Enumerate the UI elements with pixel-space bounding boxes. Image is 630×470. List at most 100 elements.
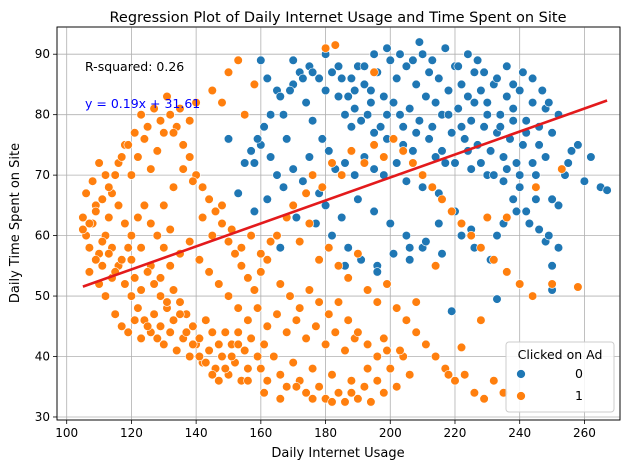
scatter-point-clicked-1 (162, 297, 172, 307)
scatter-point-clicked-1 (143, 267, 153, 277)
scatter-point-clicked-1 (333, 261, 344, 271)
scatter-point-clicked-1 (321, 43, 331, 53)
scatter-point-clicked-1 (91, 255, 101, 265)
scatter-point-clicked-1 (476, 315, 486, 325)
scatter-point-clicked-1 (327, 158, 337, 168)
scatter-point-clicked-0 (479, 67, 489, 77)
scatter-point-clicked-0 (398, 122, 408, 132)
scatter-point-clicked-0 (508, 79, 518, 89)
scatter-point-clicked-0 (431, 97, 441, 108)
scatter-point-clicked-1 (330, 327, 340, 337)
scatter-point-clicked-0 (379, 91, 389, 102)
legend-title: Clicked on Ad (518, 347, 603, 362)
scatter-point-clicked-0 (262, 194, 272, 204)
scatter-point-clicked-1 (314, 382, 324, 392)
scatter-point-clicked-1 (130, 315, 140, 325)
scatter-point-clicked-0 (524, 218, 535, 229)
scatter-point-clicked-0 (414, 116, 425, 126)
scatter-point-clicked-1 (194, 255, 204, 265)
scatter-point-clicked-1 (489, 255, 499, 265)
scatter-point-clicked-1 (201, 358, 211, 368)
scatter-point-clicked-1 (246, 231, 256, 241)
scatter-point-clicked-1 (275, 370, 285, 380)
scatter-point-clicked-0 (427, 55, 437, 65)
scatter-point-clicked-1 (233, 55, 243, 65)
scatter-point-clicked-1 (217, 97, 227, 108)
scatter-point-clicked-1 (372, 376, 382, 386)
scatter-point-clicked-1 (327, 370, 337, 380)
scatter-point-clicked-1 (314, 297, 324, 307)
scatter-point-clicked-0 (272, 170, 282, 180)
scatter-point-clicked-0 (350, 85, 360, 96)
scatter-point-clicked-1 (175, 309, 185, 319)
scatter-point-clicked-0 (482, 97, 492, 108)
scatter-point-clicked-1 (214, 339, 224, 350)
scatter-point-clicked-1 (340, 397, 350, 407)
scatter-point-clicked-1 (337, 170, 347, 180)
scatter-point-clicked-1 (240, 110, 250, 120)
scatter-point-clicked-0 (240, 158, 250, 168)
scatter-point-clicked-1 (185, 116, 195, 126)
x-tick-label: 160 (249, 426, 272, 440)
scatter-point-clicked-1 (126, 291, 136, 301)
scatter-point-clicked-0 (469, 67, 480, 77)
scatter-point-clicked-0 (343, 243, 353, 253)
scatter-point-clicked-1 (527, 291, 538, 301)
scatter-point-clicked-0 (405, 243, 415, 253)
scatter-point-clicked-0 (275, 243, 285, 253)
scatter-point-clicked-0 (376, 122, 386, 132)
scatter-point-clicked-1 (557, 164, 567, 174)
scatter-point-clicked-0 (405, 103, 415, 114)
scatter-point-clicked-1 (321, 339, 331, 350)
axis-ticks: 100 120 140 160 180 200 220 240 260 30 40 50 60 70 80 9… (35, 47, 596, 440)
scatter-point-clicked-1 (123, 327, 133, 337)
scatter-point-clicked-0 (262, 73, 272, 83)
legend-label-1: 1 (575, 388, 583, 403)
scatter-point-clicked-0 (392, 158, 402, 168)
scatter-point-clicked-1 (136, 110, 146, 120)
scatter-point-clicked-1 (149, 279, 159, 289)
scatter-point-clicked-1 (100, 170, 111, 180)
scatter-point-clicked-0 (424, 67, 434, 77)
scatter-point-clicked-0 (324, 146, 334, 156)
scatter-point-clicked-1 (418, 170, 428, 180)
scatter-point-clicked-1 (123, 243, 133, 253)
scatter-point-clicked-1 (155, 291, 166, 301)
scatter-point-clicked-1 (466, 231, 476, 241)
scatter-point-clicked-1 (385, 364, 395, 374)
scatter-point-clicked-1 (411, 327, 421, 337)
scatter-point-clicked-1 (168, 182, 179, 192)
scatter-point-clicked-0 (408, 55, 418, 65)
scatter-point-clicked-0 (333, 61, 344, 71)
scatter-point-clicked-0 (463, 49, 473, 59)
scatter-point-clicked-0 (421, 237, 431, 247)
scatter-point-clicked-1 (155, 321, 166, 331)
scatter-point-clicked-0 (476, 158, 486, 168)
scatter-point-clicked-1 (262, 321, 272, 331)
scatter-point-clicked-0 (401, 176, 412, 186)
scatter-point-clicked-1 (456, 218, 467, 229)
scatter-point-clicked-1 (240, 345, 250, 356)
scatter-point-clicked-1 (369, 140, 379, 150)
scatter-point-clicked-1 (502, 212, 512, 223)
scatter-point-clicked-0 (395, 110, 405, 120)
scatter-point-clicked-1 (343, 315, 353, 325)
scatter-point-clicked-1 (133, 152, 143, 162)
scatter-point-clicked-0 (233, 188, 243, 198)
scatter-point-clicked-1 (359, 382, 370, 392)
scatter-point-clicked-1 (110, 170, 120, 180)
scatter-point-clicked-1 (353, 249, 363, 259)
legend-label-0: 0 (575, 366, 583, 381)
scatter-point-clicked-1 (84, 243, 94, 253)
scatter-point-clicked-1 (168, 128, 179, 138)
scatter-point-clicked-0 (466, 116, 476, 126)
scatter-point-clicked-1 (165, 261, 175, 271)
scatter-point-clicked-1 (295, 303, 305, 313)
scatter-point-clicked-1 (84, 267, 94, 277)
scatter-point-clicked-1 (359, 158, 370, 168)
scatter-point-clicked-1 (191, 97, 201, 108)
scatter-point-clicked-0 (395, 49, 405, 59)
scatter-point-clicked-0 (327, 231, 337, 241)
scatter-point-clicked-0 (321, 85, 331, 96)
